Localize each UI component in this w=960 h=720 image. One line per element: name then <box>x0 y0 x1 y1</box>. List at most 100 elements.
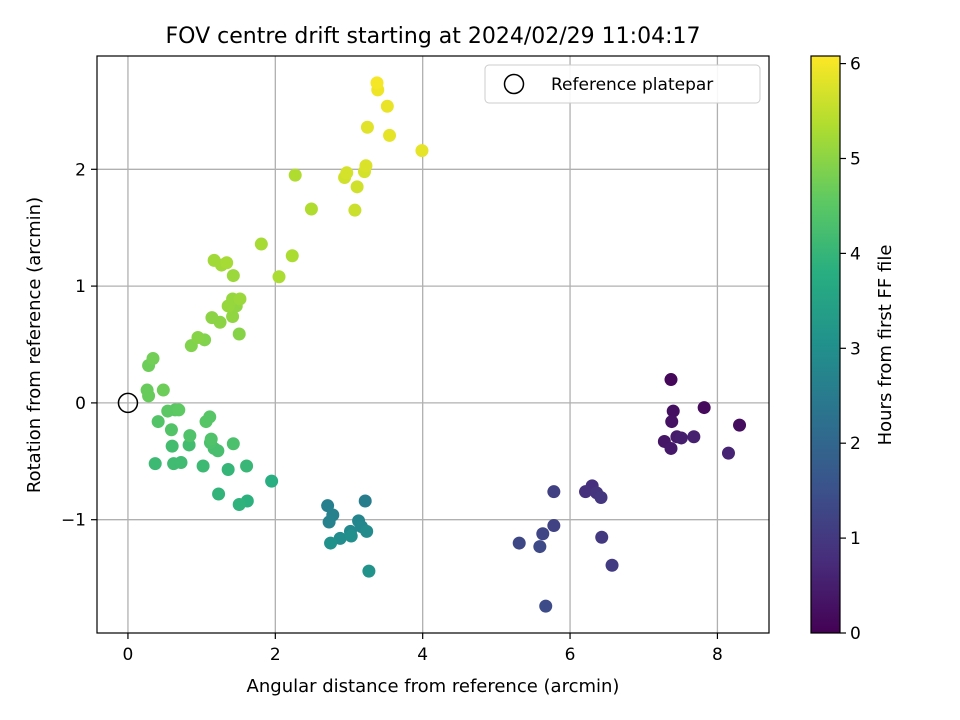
scatter-point <box>174 455 188 469</box>
scatter-point <box>579 485 593 499</box>
scatter-point <box>370 76 384 90</box>
colorbar-tick-label: 1 <box>850 529 861 549</box>
scatter-point <box>547 519 561 533</box>
scatter-point <box>595 530 609 544</box>
scatter-point <box>358 494 372 508</box>
x-axis-label: Angular distance from reference (arcmin) <box>247 676 620 697</box>
scatter-point <box>664 373 678 387</box>
scatter-point <box>172 403 186 417</box>
scatter-point <box>156 383 170 397</box>
reference-marker <box>117 392 139 414</box>
colorbar-ticks: 0 1 2 3 4 5 6 <box>840 55 861 644</box>
scatter-point <box>536 527 550 541</box>
scatter-point <box>148 457 162 471</box>
scatter-point <box>226 309 240 323</box>
x-tick-label: 8 <box>712 645 723 665</box>
scatter-point <box>272 270 286 284</box>
scatter-point <box>594 491 608 505</box>
scatter-point <box>380 99 394 113</box>
legend-box <box>484 64 761 104</box>
scatter-point <box>539 599 553 613</box>
scatter-point <box>142 389 156 403</box>
legend: Reference platepar <box>484 64 761 104</box>
scatter-point <box>344 529 358 543</box>
scatter-point <box>665 415 679 429</box>
data-points <box>140 76 747 613</box>
plot-frame <box>96 55 770 634</box>
chart-title: FOV centre drift starting at 2024/02/29 … <box>166 24 701 49</box>
scatter-point <box>165 439 179 453</box>
x-axis-ticks: 0 2 4 6 8 <box>123 633 723 665</box>
scatter-point <box>348 203 362 217</box>
scatter-point <box>182 438 196 452</box>
scatter-point <box>324 536 338 550</box>
colorbar-gradient <box>811 56 840 633</box>
scatter-point <box>350 180 364 194</box>
scatter-point <box>733 418 747 432</box>
scatter-point <box>221 462 235 476</box>
scatter-point <box>220 256 234 270</box>
legend-marker <box>503 73 525 95</box>
scatter-point <box>362 564 376 578</box>
scatter-point <box>151 415 165 429</box>
scatter-point <box>232 498 246 512</box>
scatter-point <box>360 120 374 134</box>
scatter-point <box>322 515 336 529</box>
scatter-point <box>383 128 397 142</box>
scatter-point <box>605 558 619 572</box>
colorbar-frame <box>810 55 841 634</box>
scatter-point <box>674 431 688 445</box>
colorbar-tick-label: 4 <box>850 244 861 264</box>
x-tick-label: 0 <box>123 645 134 665</box>
scatter-point <box>183 429 197 443</box>
scatter-point <box>191 330 205 344</box>
colorbar-tick-label: 0 <box>850 624 861 644</box>
scatter-point <box>164 423 178 437</box>
scatter-point <box>697 401 711 415</box>
y-tick-label: −1 <box>61 511 86 531</box>
scatter-point <box>304 202 318 216</box>
scatter-point <box>226 269 240 283</box>
scatter-point <box>204 432 218 446</box>
scatter-point <box>232 327 246 341</box>
colorbar-label: Hours from first FF file <box>875 245 896 446</box>
y-tick-label: 0 <box>75 394 86 414</box>
colorbar-tick-label: 5 <box>850 149 861 169</box>
x-tick-label: 2 <box>270 645 281 665</box>
colorbar-tick-label: 6 <box>850 55 861 75</box>
x-tick-label: 4 <box>417 645 428 665</box>
scatter-point <box>721 446 735 460</box>
scatter-point <box>205 311 219 325</box>
scatter-point <box>666 404 680 418</box>
scatter-point <box>664 441 678 455</box>
y-axis-ticks: −1 0 1 2 <box>61 160 97 531</box>
y-axis-label: Rotation from reference (arcmin) <box>24 197 45 493</box>
scatter-point <box>512 536 526 550</box>
scatter-point <box>547 485 561 499</box>
colorbar-tick-label: 2 <box>850 434 861 454</box>
scatter-point <box>212 487 226 501</box>
scatter-point <box>196 459 210 473</box>
scatter-point <box>687 430 701 444</box>
reference-platepar-marker <box>117 392 139 414</box>
x-tick-label: 6 <box>565 645 576 665</box>
scatter-point <box>203 410 217 424</box>
scatter-point <box>340 166 354 180</box>
scatter-point <box>285 249 299 263</box>
grid-lines <box>97 56 769 633</box>
colorbar: 0 1 2 3 4 5 6 Hours from first FF file <box>810 55 896 644</box>
scatter-point <box>359 159 373 173</box>
scatter-point <box>415 144 429 158</box>
scatter-point <box>233 292 247 306</box>
scatter-point <box>265 474 279 488</box>
scatter-point <box>533 540 547 554</box>
scatter-point <box>146 352 160 366</box>
scatter-point <box>226 437 240 451</box>
scatter-point <box>288 168 302 182</box>
y-tick-label: 1 <box>75 277 86 297</box>
colorbar-tick-label: 3 <box>850 339 861 359</box>
legend-label: Reference platepar <box>551 75 713 95</box>
y-tick-label: 2 <box>75 160 86 180</box>
scatter-point <box>240 459 254 473</box>
